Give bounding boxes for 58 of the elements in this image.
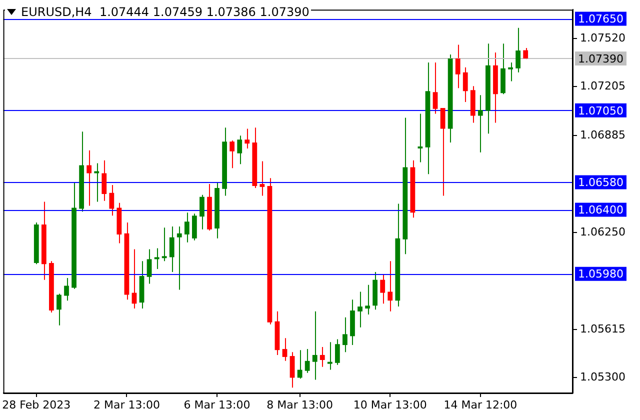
candlestick xyxy=(146,248,152,284)
candlestick xyxy=(304,348,310,374)
candlestick xyxy=(176,226,182,290)
y-tick-label: 1.05300 xyxy=(580,370,626,384)
y-tick-label: 1.06885 xyxy=(580,128,626,142)
ref-line-label: 1.07390 xyxy=(578,52,624,66)
candlestick xyxy=(342,316,348,353)
candlestick xyxy=(282,338,288,362)
candlestick xyxy=(230,140,235,169)
candlestick xyxy=(200,194,204,230)
candlestick xyxy=(388,260,393,312)
ref-line-label: 1.06580 xyxy=(578,176,624,190)
candlestick xyxy=(86,150,92,206)
candlestick xyxy=(320,346,325,368)
candlestick xyxy=(102,160,107,202)
chart-title: EURUSD,H4 1.07444 1.07459 1.07386 1.07390 xyxy=(21,5,310,19)
candlestick xyxy=(358,291,362,328)
ref-line-label: 1.07650 xyxy=(578,12,624,26)
candlestick xyxy=(462,66,468,103)
candlestick xyxy=(260,160,265,196)
ref-line-label: 1.06400 xyxy=(578,204,624,217)
candlestick xyxy=(184,212,190,243)
y-tick-label: 1.06250 xyxy=(580,225,626,238)
y-tick-label: 1.07520 xyxy=(580,31,626,44)
x-tick-label: 2 Mar 13:00 xyxy=(93,398,160,412)
x-tick-label: 28 Feb 2023 xyxy=(2,398,71,412)
candlestick xyxy=(64,277,69,302)
x-tick-label: 10 Mar 13:00 xyxy=(353,398,427,412)
candlestick xyxy=(365,284,370,315)
candlestick xyxy=(297,350,302,380)
x-tick-label: 8 Mar 13:00 xyxy=(266,398,334,412)
candlestick xyxy=(312,310,318,380)
candlestick xyxy=(440,107,446,196)
candlestick xyxy=(244,128,250,149)
candlestick xyxy=(56,293,62,326)
candlestick xyxy=(94,162,100,202)
candlestick xyxy=(508,62,513,82)
candlestick xyxy=(418,113,423,163)
ref-line-label: 1.07050 xyxy=(578,104,624,118)
candlestick xyxy=(516,27,521,73)
candlestick xyxy=(109,184,114,216)
y-tick-label: 1.07205 xyxy=(580,80,626,93)
candlestick xyxy=(380,274,386,304)
candlestick xyxy=(162,227,167,262)
candlestick xyxy=(432,62,438,114)
candlestick xyxy=(478,94,483,153)
candlestick xyxy=(290,352,295,388)
candlestick xyxy=(154,248,160,270)
ref-line-label: 1.05980 xyxy=(578,268,624,281)
candlestick xyxy=(169,226,174,273)
y-tick-label: 1.05615 xyxy=(580,322,626,336)
candlestick xyxy=(455,44,460,89)
candlestick xyxy=(192,213,197,241)
candlestick xyxy=(334,338,340,366)
x-tick-label: 14 Mar 12:00 xyxy=(444,398,518,412)
x-tick-label: 6 Mar 13:00 xyxy=(184,398,250,412)
candlestick xyxy=(327,342,332,370)
candlestick xyxy=(237,135,242,165)
